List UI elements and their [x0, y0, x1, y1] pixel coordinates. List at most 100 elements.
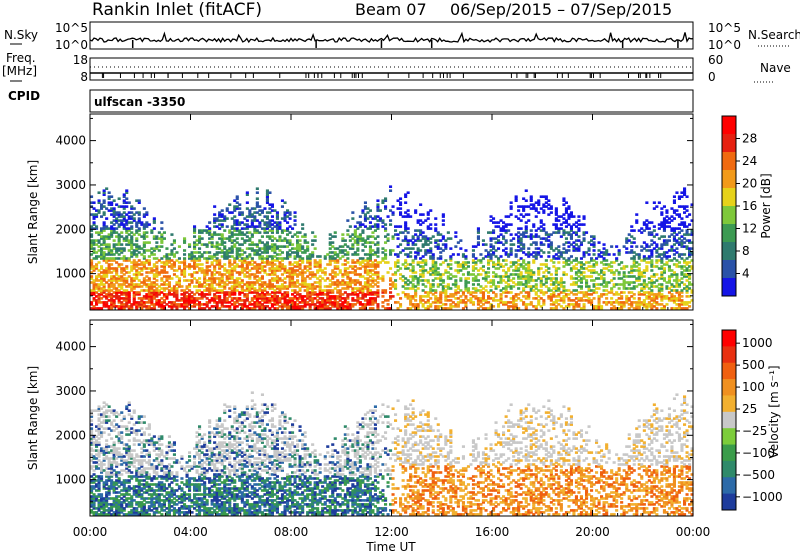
range-cell	[515, 253, 518, 256]
range-cell	[334, 231, 337, 234]
range-cell	[399, 197, 402, 200]
range-cell	[449, 267, 452, 270]
range-cell	[663, 277, 666, 280]
range-cell	[633, 297, 636, 300]
range-cell	[618, 271, 621, 274]
range-cell	[228, 203, 231, 206]
range-cell	[635, 219, 638, 222]
range-cell	[110, 263, 113, 266]
range-cell	[381, 219, 384, 222]
range-cell	[183, 249, 186, 252]
range-cell	[595, 291, 598, 294]
range-cell	[562, 197, 565, 200]
range-cell	[505, 239, 508, 242]
range-cell	[246, 219, 249, 222]
range-cell	[432, 253, 435, 256]
range-cell	[530, 301, 533, 304]
range-cell	[625, 265, 628, 268]
range-cell	[387, 271, 390, 274]
range-cell	[376, 223, 379, 226]
range-cell	[153, 227, 156, 230]
range-cell	[492, 217, 495, 220]
range-cell	[233, 215, 236, 218]
range-cell	[105, 217, 108, 220]
range-cell	[429, 227, 432, 230]
range-cell	[263, 269, 266, 272]
freq-tick-bottom: 8	[80, 70, 88, 84]
range-cell	[289, 239, 292, 242]
range-cell	[467, 265, 470, 268]
range-cell	[547, 251, 550, 254]
range-cell	[527, 261, 530, 264]
nsearch-tick-top: 10^5	[708, 21, 741, 35]
range-cell	[449, 263, 452, 266]
range-cell	[324, 271, 327, 274]
range-cell	[389, 223, 392, 226]
range-cell	[108, 191, 111, 194]
range-cell	[472, 249, 475, 252]
range-cell	[223, 263, 226, 266]
range-cell	[223, 229, 226, 232]
range-cell	[495, 293, 498, 296]
range-cell	[384, 249, 387, 252]
range-cell	[510, 247, 513, 250]
range-cell	[527, 247, 530, 250]
range-cell	[570, 255, 573, 258]
range-cell	[610, 265, 613, 268]
range-cell	[409, 215, 412, 218]
range-cell	[572, 215, 575, 218]
range-cell	[510, 205, 513, 208]
range-cell	[319, 259, 322, 262]
range-cell	[500, 255, 503, 258]
range-cell	[208, 227, 211, 230]
range-cell	[404, 259, 407, 262]
range-cell	[585, 231, 588, 234]
range-cell	[198, 277, 201, 280]
range-cell	[537, 211, 540, 214]
range-cell	[527, 213, 530, 216]
range-cell	[276, 211, 279, 214]
range-cell	[598, 241, 601, 244]
range-cell	[422, 231, 425, 234]
range-cell	[155, 265, 158, 268]
range-cell	[103, 211, 106, 214]
range-cell	[459, 277, 462, 280]
range-cell	[291, 243, 294, 246]
range-cell	[625, 247, 628, 250]
range-cell	[407, 209, 410, 212]
range-cell	[236, 195, 239, 198]
range-cell	[392, 211, 395, 214]
range-cell	[545, 195, 548, 198]
range-cell	[253, 215, 256, 218]
range-cell	[301, 257, 304, 260]
range-cell	[278, 235, 281, 238]
range-cell	[650, 289, 653, 292]
range-cell	[623, 271, 626, 274]
range-cell	[223, 245, 226, 248]
range-cell	[432, 283, 435, 286]
range-cell	[590, 275, 593, 278]
range-cell	[256, 197, 259, 200]
range-cell	[633, 293, 636, 296]
range-cell	[464, 295, 467, 298]
range-cell	[218, 295, 221, 298]
range-cell	[399, 211, 402, 214]
cpid-value: ulfscan -3350	[94, 95, 185, 109]
range-cell	[334, 235, 337, 238]
range-cell	[588, 247, 591, 250]
range-cell	[258, 231, 261, 234]
range-cell	[620, 295, 623, 298]
range-cell	[613, 253, 616, 256]
range-cell	[258, 205, 261, 208]
range-cell	[467, 281, 470, 284]
range-cell	[655, 243, 658, 246]
range-cell	[133, 207, 136, 210]
range-cell	[238, 203, 241, 206]
range-cell	[577, 219, 580, 222]
range-cell	[103, 199, 106, 202]
range-cell	[294, 223, 297, 226]
range-cell	[417, 287, 420, 290]
range-cell	[387, 303, 390, 306]
range-cell	[140, 273, 143, 276]
